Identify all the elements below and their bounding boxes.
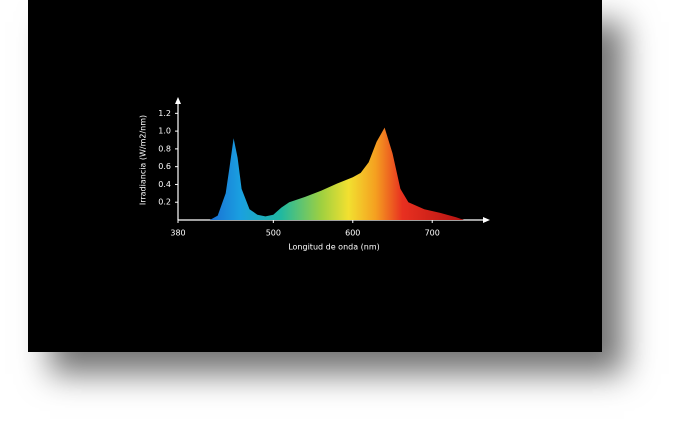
y-tick-label: 0.4: [158, 180, 171, 189]
y-tick-label: 0.8: [158, 144, 171, 153]
y-tick-label: 0.2: [158, 198, 171, 207]
y-tick-label: 0.6: [158, 162, 171, 171]
panel: [28, 0, 602, 352]
x-tick-label: 380: [170, 229, 185, 238]
x-tick-label: 500: [266, 229, 281, 238]
x-axis-label: Longitud de onda (nm): [288, 243, 380, 252]
x-arrow: [483, 217, 490, 223]
y-arrow: [175, 97, 181, 104]
x-tick-label: 600: [345, 229, 360, 238]
spectrum-area: [209, 127, 464, 220]
x-tick-label: 700: [425, 229, 440, 238]
y-tick-label: 1.2: [158, 109, 171, 118]
y-axis-label: Irradiancia (W/m2/nm): [139, 115, 148, 205]
y-tick-label: 1.0: [158, 127, 171, 136]
